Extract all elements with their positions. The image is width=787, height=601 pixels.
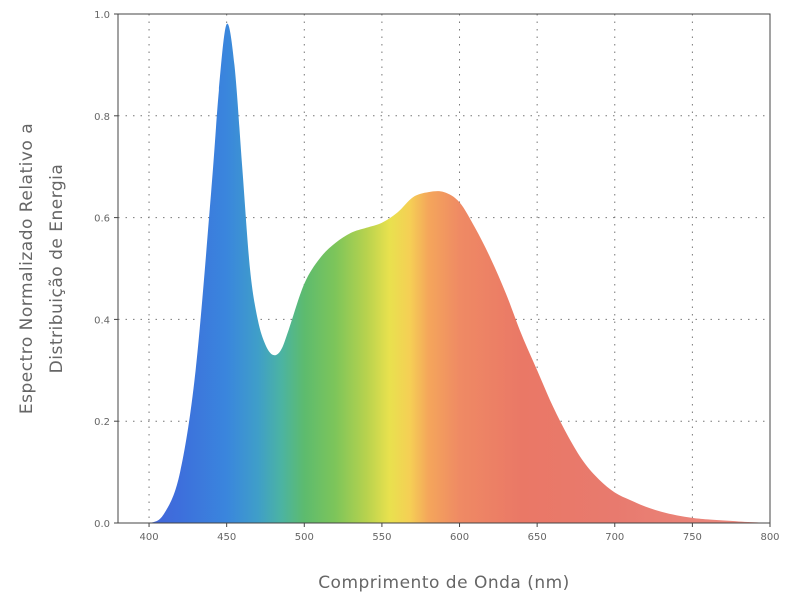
y-tick-label-5: 1.0 <box>94 10 110 21</box>
y-axis-title: Espectro Normalizado Relativo a Distribu… <box>17 123 67 414</box>
x-tick-label-400: 400 <box>140 532 159 543</box>
y-tick-label-0: 0.0 <box>94 519 110 530</box>
spectrum-area <box>118 23 770 523</box>
y-tick-label-4: 0.8 <box>94 112 110 123</box>
x-tick-label-550: 550 <box>372 532 391 543</box>
x-tick-label-800: 800 <box>760 532 779 543</box>
x-tick-label-700: 700 <box>605 532 624 543</box>
x-tick-label-750: 750 <box>683 532 702 543</box>
y-tick-label-3: 0.6 <box>94 214 110 225</box>
plot-frame <box>117 13 771 524</box>
ticks: 400 450 500 550 600 650 700 750 800 0.0 0.2 0.4 0.6 0… <box>94 10 779 543</box>
x-tick-label-600: 600 <box>450 532 469 543</box>
x-tick-label-500: 500 <box>295 532 314 543</box>
spectrum-series-area <box>118 23 770 523</box>
y-axis-title-line-2: Distribuição de Energia <box>47 164 67 374</box>
x-tick-label-650: 650 <box>528 532 547 543</box>
y-axis-title-line-1: Espectro Normalizado Relativo a <box>17 123 37 414</box>
y-tick-label-1: 0.2 <box>94 417 110 428</box>
x-axis-title: Comprimento de Onda (nm) <box>318 573 570 593</box>
y-tick-label-2: 0.4 <box>94 315 110 326</box>
x-tick-label-450: 450 <box>217 532 236 543</box>
